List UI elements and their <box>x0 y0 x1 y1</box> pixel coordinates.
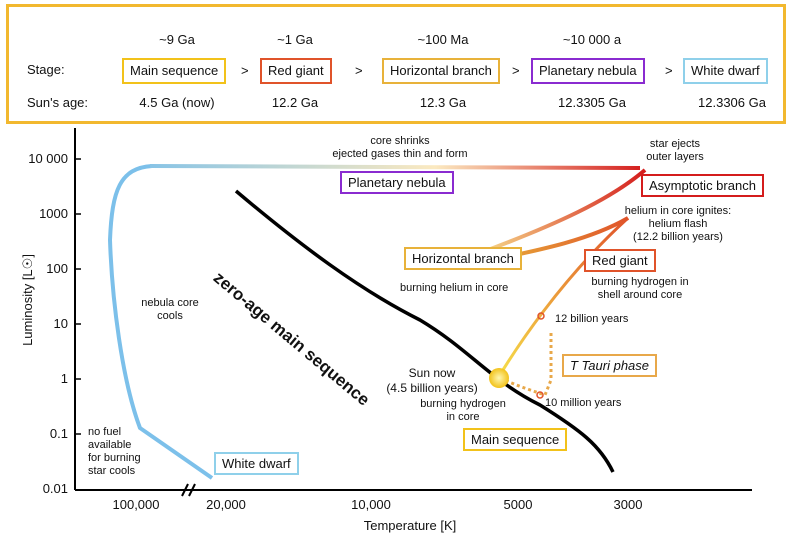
x-tick-label: 10,000 <box>351 497 391 512</box>
star-ejects-annotation: star ejects outer layers <box>646 138 704 163</box>
y-tick-label: 1000 <box>39 206 68 221</box>
sun-marker <box>489 368 509 388</box>
sun-now-label: Sun now (4.5 billion years) <box>386 366 478 395</box>
x-tick-label: 100,000 <box>112 497 160 512</box>
stage-duration: ~100 Ma <box>417 32 469 47</box>
x-tick-label: 3000 <box>613 497 643 512</box>
stage-age: 12.3306 Ga <box>698 95 766 110</box>
stage-box-main-sequence: Main sequence <box>122 58 227 84</box>
horizontal-branch-box: Horizontal branch <box>404 247 522 270</box>
nebula-core-cools-annotation: nebula core cools <box>141 297 199 322</box>
stage-arrow: > <box>241 63 249 78</box>
twelve-billion-years-marker <box>537 312 545 320</box>
ten-million-years-label: 10 million years <box>545 397 622 409</box>
x-tick-label: 5000 <box>503 497 533 512</box>
core-shrinks-annotation: core shrinks ejected gases thin and form <box>332 135 468 160</box>
stage-duration: ~9 Ga <box>159 32 195 47</box>
y-tick-label: 100 <box>46 261 68 276</box>
stage-box-planetary-nebula: Planetary nebula <box>531 58 645 84</box>
white-dwarf-cooling-track <box>107 164 214 480</box>
stage-box-red-giant: Red giant <box>260 58 332 84</box>
stage-row-label: Stage: <box>27 62 65 77</box>
y-tick-label: 0.01 <box>42 481 68 496</box>
asymptotic-branch-box: Asymptotic branch <box>641 174 764 197</box>
stage-arrow: > <box>665 63 673 78</box>
stage-box-white-dwarf: White dwarf <box>683 58 768 84</box>
stage-box-horizontal-branch: Horizontal branch <box>382 58 500 84</box>
age-row-label: Sun's age: <box>27 95 89 110</box>
y-axis-title: Luminosity [L☉] <box>20 254 35 346</box>
helium-flash-annotation: helium in core ignites: helium flash (12… <box>624 205 732 243</box>
twelve-billion-years-label: 12 billion years <box>555 313 629 325</box>
t-tauri-box: T Tauri phase <box>562 354 658 377</box>
axis-break-mark <box>188 483 196 497</box>
main-sequence-box: Main sequence <box>463 428 568 451</box>
zero-age-main-sequence-line <box>234 189 615 473</box>
y-tick-label: 0.1 <box>49 426 68 441</box>
axis-break-mark <box>181 483 189 497</box>
planetary-nebula-box: Planetary nebula <box>340 171 454 194</box>
stage-age: 12.3 Ga <box>419 95 467 110</box>
burning-hydrogen-shell-annotation: burning hydrogen in shell around core <box>591 276 689 301</box>
y-tick-label: 10 <box>53 316 68 331</box>
red-giant-track <box>496 216 630 379</box>
ten-million-years-marker <box>536 391 544 399</box>
stage-age: 12.3305 Ga <box>558 95 626 110</box>
asymptotic-branch-track <box>479 168 647 255</box>
stage-duration: ~10 000 a <box>562 32 622 47</box>
stage-age: 4.5 Ga (now) <box>139 95 215 110</box>
y-tick-label: 10 000 <box>28 151 68 166</box>
stage-arrow: > <box>355 63 363 78</box>
stage-age: 12.2 Ga <box>271 95 319 110</box>
stage-timeline-panel: Stage: Sun's age: ~9 Ga ~1 Ga ~100 Ma ~1… <box>6 4 786 124</box>
stage-duration: ~1 Ga <box>277 32 313 47</box>
planetary-nebula-track <box>149 164 641 170</box>
y-tick-marks <box>75 158 81 435</box>
white-dwarf-box: White dwarf <box>214 452 299 475</box>
x-axis-title: Temperature [K] <box>363 518 457 533</box>
red-giant-box: Red giant <box>584 249 656 272</box>
burning-hydrogen-core-annotation: burning hydrogen in core <box>420 398 506 423</box>
burning-helium-annotation: burning helium in core <box>400 282 509 294</box>
no-fuel-annotation: no fuel available for burning star cools <box>88 426 141 477</box>
y-tick-label: 1 <box>60 371 68 386</box>
stage-arrow: > <box>512 63 520 78</box>
x-tick-label: 20,000 <box>206 497 246 512</box>
